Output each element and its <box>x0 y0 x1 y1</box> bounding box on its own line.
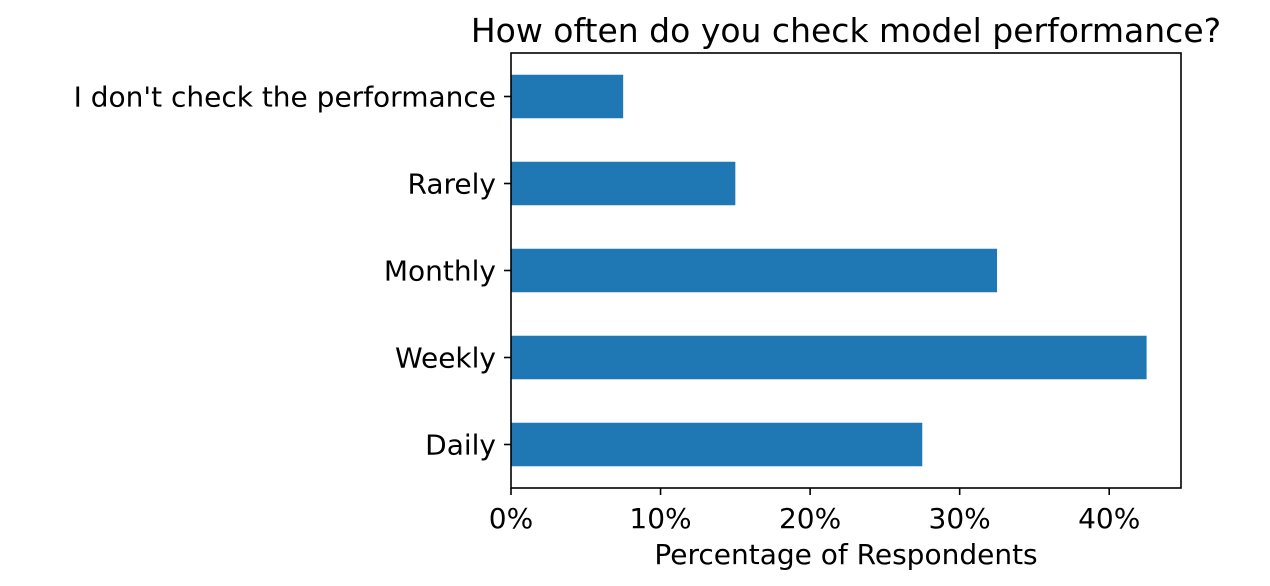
plot-frame <box>510 52 1182 489</box>
bar-monthly <box>511 248 998 293</box>
chart-title: How often do you check model performance… <box>471 11 1221 50</box>
x-tick-label-30: 30% <box>929 502 991 535</box>
x-tick-label-0: 0% <box>489 502 533 535</box>
y-tick-label-rarely: Rarely <box>408 168 496 201</box>
y-tick-label-daily: Daily <box>425 429 496 462</box>
bar-weekly <box>511 335 1147 380</box>
y-tick-label-monthly: Monthly <box>384 255 496 288</box>
bars-group <box>511 74 1147 467</box>
bar-rarely <box>511 161 736 206</box>
y-tick-label-i-don-t-check-the-performance: I don't check the performance <box>74 81 496 114</box>
x-tick-label-20: 20% <box>779 502 841 535</box>
x-axis-label: Percentage of Respondents <box>654 538 1037 571</box>
y-tick-label-weekly: Weekly <box>395 342 496 375</box>
bar-daily <box>511 422 923 467</box>
x-axis-ticks: 0% 10% 20% 30% 40% <box>489 488 1140 535</box>
y-axis-ticks: Daily Weekly Monthly Rarely I don't check th… <box>74 81 511 462</box>
x-tick-label-40: 40% <box>1078 502 1140 535</box>
x-tick-label-10: 10% <box>629 502 691 535</box>
bar-i-don-t-check-the-performance <box>511 74 624 119</box>
